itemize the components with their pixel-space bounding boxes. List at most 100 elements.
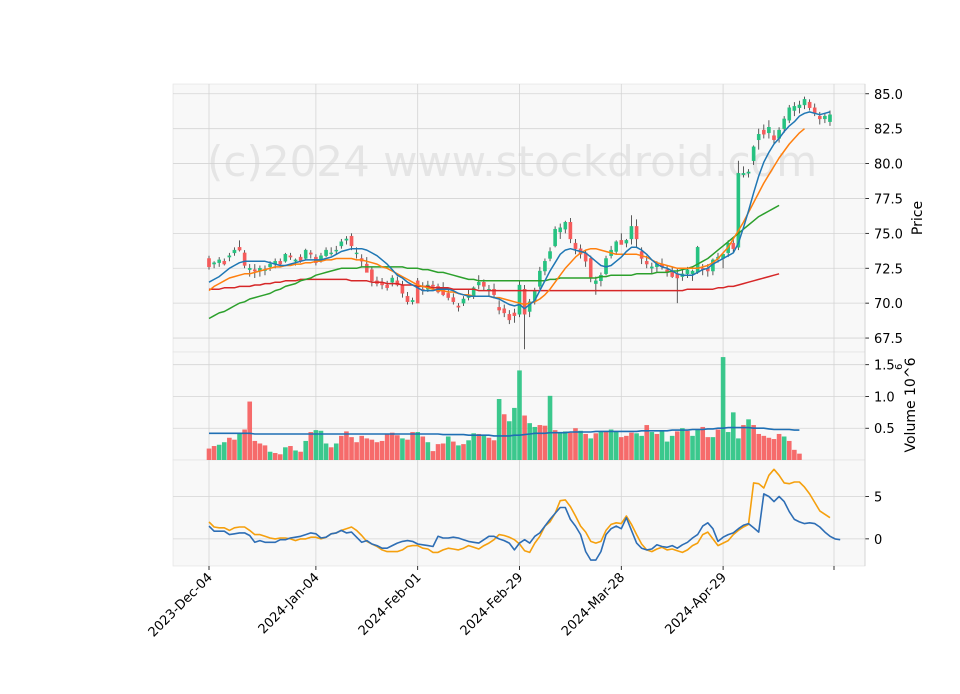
candle-up: [543, 261, 547, 272]
volume-bar-down: [354, 442, 359, 460]
volume-bar-up: [445, 436, 451, 460]
volume-bar-down: [771, 439, 777, 460]
candle-up: [247, 268, 252, 270]
candle-down: [482, 282, 486, 287]
volume-bar-down: [542, 425, 548, 460]
volume-exponent: 6: [894, 364, 905, 370]
volume-bar-down: [674, 431, 680, 460]
volume-bar-up: [221, 442, 227, 460]
volume-bar-up: [507, 421, 512, 460]
volume-bar-down: [501, 414, 507, 460]
volume-bar-down: [405, 439, 410, 460]
candle-up: [334, 249, 339, 252]
x-tick-label: 2023-Dec-04: [146, 570, 216, 640]
macd-y-tick-label: 5: [874, 490, 882, 505]
volume-bar-down: [766, 437, 772, 460]
volume-bar-down: [792, 449, 797, 460]
candle-up: [232, 249, 237, 254]
volume-bar-up: [471, 433, 476, 460]
candle-up: [303, 249, 308, 259]
volume-bar-down: [440, 443, 446, 460]
candle-up: [553, 228, 557, 247]
volume-bar-down: [797, 453, 802, 460]
volume-bar-up: [313, 430, 319, 460]
volume-bar-down: [461, 444, 466, 460]
volume-bar-up: [736, 438, 741, 460]
candle-up: [599, 275, 603, 282]
volume-bar-up: [216, 444, 222, 460]
candle-up: [685, 269, 690, 275]
candle-up: [461, 298, 466, 304]
volume-bar-up: [303, 440, 309, 460]
candle-up: [354, 252, 359, 255]
candle-up: [324, 249, 328, 256]
x-tick-label: 2024-Feb-29: [458, 570, 527, 639]
volume-bar-down: [552, 430, 558, 460]
candle-up: [476, 282, 481, 286]
macd-y-tick-label: 0: [874, 533, 882, 548]
volume-bar-down: [308, 432, 314, 460]
volume-bar-down: [410, 432, 415, 460]
volume-bar-down: [252, 440, 258, 460]
volume-bar-down: [700, 426, 706, 460]
candle-down: [522, 288, 527, 315]
candle-up: [823, 115, 827, 120]
price-y-tick-label: 77.5: [874, 192, 903, 207]
volume-bar-down: [232, 439, 237, 460]
candle-up: [690, 270, 695, 275]
volume-bar-down: [685, 430, 690, 460]
volume-bar-up: [588, 438, 594, 460]
candle-down: [492, 288, 496, 295]
volume-bar-up: [608, 429, 614, 460]
volume-bar-up: [333, 443, 339, 460]
volume-bar-up: [481, 435, 487, 460]
volume-bar-down: [395, 435, 400, 460]
volume-bar-down: [272, 453, 278, 460]
volume-bar-up: [318, 430, 324, 460]
candle-down: [670, 272, 674, 277]
volume-bar-up: [598, 431, 604, 460]
volume-bar-up: [649, 432, 655, 460]
macd-series: [208, 468, 841, 561]
candle-up: [751, 146, 756, 161]
candle-up: [756, 134, 761, 141]
candle-up: [736, 173, 741, 248]
candle-up: [792, 106, 797, 111]
candle-up: [344, 238, 349, 241]
volume-bar-down: [359, 435, 364, 460]
volume-bar-down: [374, 442, 380, 460]
volume-bar-down: [277, 454, 283, 460]
volume-y-tick-label: 1.5: [874, 359, 895, 374]
volume-bar-down: [451, 441, 456, 460]
price-y-tick-label: 70.0: [874, 297, 903, 312]
candle-down: [451, 297, 456, 302]
volume-y-tick-label: 0.5: [874, 422, 895, 437]
candle-down: [644, 261, 649, 265]
candle-down: [731, 242, 736, 249]
volume-bar-down: [364, 438, 370, 460]
volume-bar-up: [578, 430, 583, 460]
volume-bar-down: [751, 425, 756, 460]
volume-bar-up: [557, 433, 563, 460]
candle-up: [614, 241, 618, 252]
x-tick-label: 2024-Apr-29: [662, 570, 729, 637]
volume-bar-down: [786, 440, 792, 460]
volume-bar-up: [746, 419, 751, 460]
candle-down: [588, 258, 593, 279]
volume-bar-down: [206, 448, 212, 460]
volume-bar-up: [710, 437, 716, 460]
volume-bar-up: [680, 428, 685, 460]
volume-bar-down: [629, 432, 634, 460]
volume-bar-down: [349, 437, 354, 460]
candle-down: [364, 263, 369, 273]
volume-bar-up: [496, 399, 502, 460]
candle-down: [237, 247, 242, 251]
candle-down: [634, 226, 639, 240]
candle-up: [629, 226, 634, 240]
candle-down: [400, 284, 405, 294]
volume-bar-up: [725, 432, 731, 460]
price-series: [207, 96, 832, 350]
candle-down: [502, 308, 507, 314]
volume-bar-down: [339, 435, 344, 460]
candle-down: [242, 252, 247, 266]
